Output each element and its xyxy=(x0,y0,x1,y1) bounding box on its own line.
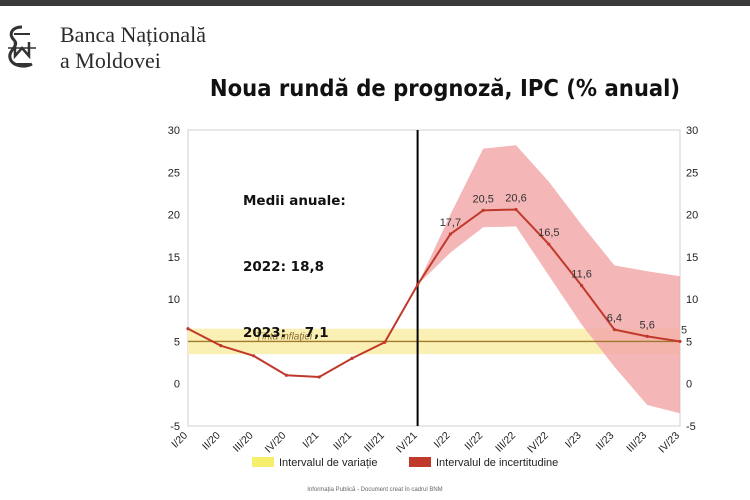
cpi-data-label: 16,5 xyxy=(538,227,559,239)
cpi-data-point xyxy=(448,232,452,236)
x-tick-label: III/20 xyxy=(231,430,256,455)
cpi-data-point xyxy=(383,340,387,344)
x-tick-label: III/21 xyxy=(362,430,387,455)
y-tick-label-right: 0 xyxy=(686,379,692,391)
cpi-data-point xyxy=(547,242,551,246)
y-tick-label-right: 25 xyxy=(686,167,698,179)
x-tick-label: I/21 xyxy=(300,430,321,451)
inflation-target-label: Ținta inflației xyxy=(256,331,313,342)
cpi-data-point xyxy=(580,284,584,288)
cpi-data-label: 17,7 xyxy=(440,217,461,229)
averages-title: Medii anuale: xyxy=(243,193,346,209)
y-tick-label-right: 30 xyxy=(686,125,698,137)
cpi-data-point xyxy=(219,344,223,348)
average-2023: 2023: 7,1 xyxy=(243,325,329,341)
cpi-data-point xyxy=(645,334,649,338)
legend-label-uncertainty: Intervalul de incertitudine xyxy=(436,457,558,469)
legend-swatch-variation xyxy=(252,457,274,467)
bank-name-line2: a Moldovei xyxy=(60,48,161,73)
cpi-data-point xyxy=(350,356,354,360)
y-tick-label-left: 10 xyxy=(168,294,180,306)
x-tick-label: II/22 xyxy=(462,430,485,453)
annual-averages: Medii anuale: 2022: 18,8 2023: 7,1 xyxy=(243,146,346,366)
x-tick-label: I/23 xyxy=(563,430,584,451)
y-tick-label-left: 25 xyxy=(168,167,180,179)
top-bar xyxy=(0,0,750,6)
y-tick-label-right: 20 xyxy=(686,210,698,222)
y-tick-label-left: 30 xyxy=(168,125,180,137)
y-tick-label-left: -5 xyxy=(170,421,180,433)
average-2022: 2022: 18,8 xyxy=(243,259,324,275)
bnm-logo-icon xyxy=(8,25,36,68)
cpi-data-point xyxy=(284,373,288,377)
y-tick-label-right: 5 xyxy=(686,336,692,348)
x-tick-label: IV/21 xyxy=(394,430,420,456)
x-tick-label: IV/23 xyxy=(656,430,682,456)
cpi-data-point xyxy=(678,339,682,344)
x-tick-label: III/23 xyxy=(624,430,649,455)
x-tick-label: IV/20 xyxy=(263,430,289,456)
cpi-series-line xyxy=(187,208,681,378)
legend-label-variation: Intervalul de variație xyxy=(279,457,377,469)
legend-swatch-uncertainty xyxy=(409,457,431,467)
x-tick-label: II/23 xyxy=(594,430,617,453)
x-tick-label: II/20 xyxy=(200,430,223,453)
cpi-data-point xyxy=(514,207,518,212)
y-tick-label-left: 20 xyxy=(168,210,180,222)
slide-title: Noua rundă de prognoză, IPC (% anual) xyxy=(209,76,681,102)
cpi-data-point xyxy=(186,327,190,331)
y-tick-label-right: 10 xyxy=(686,294,698,306)
cpi-data-point xyxy=(416,283,420,287)
cpi-data-label: 11,6 xyxy=(571,269,592,281)
bank-name: Banca Națională a Moldovei xyxy=(60,22,206,74)
y-tick-label-left: 5 xyxy=(174,336,180,348)
cpi-data-label: 5,6 xyxy=(640,319,655,331)
y-tick-label-right: 15 xyxy=(686,252,698,264)
footer-note: Informația Publică - Document creat în c… xyxy=(307,487,443,493)
x-tick-label: I/22 xyxy=(432,430,453,451)
cpi-data-point xyxy=(317,375,321,379)
x-tick-label: II/21 xyxy=(331,430,354,453)
cpi-data-label: 5 xyxy=(681,324,687,336)
cpi-data-label: 6,4 xyxy=(607,313,622,325)
cpi-data-label: 20,6 xyxy=(505,192,526,204)
uncertainty-interval-band xyxy=(417,145,680,414)
cpi-data-point xyxy=(481,208,485,212)
x-tick-label: III/22 xyxy=(493,430,518,455)
y-tick-label-left: 0 xyxy=(174,379,180,391)
y-tick-label-right: -5 xyxy=(686,421,696,433)
x-tick-label: IV/22 xyxy=(525,430,551,456)
cpi-data-point xyxy=(612,327,617,332)
cpi-data-label: 20,5 xyxy=(472,193,493,205)
bank-name-line1: Banca Națională xyxy=(60,22,206,47)
cpi-data-point xyxy=(252,354,256,358)
y-tick-label-left: 15 xyxy=(168,252,180,264)
